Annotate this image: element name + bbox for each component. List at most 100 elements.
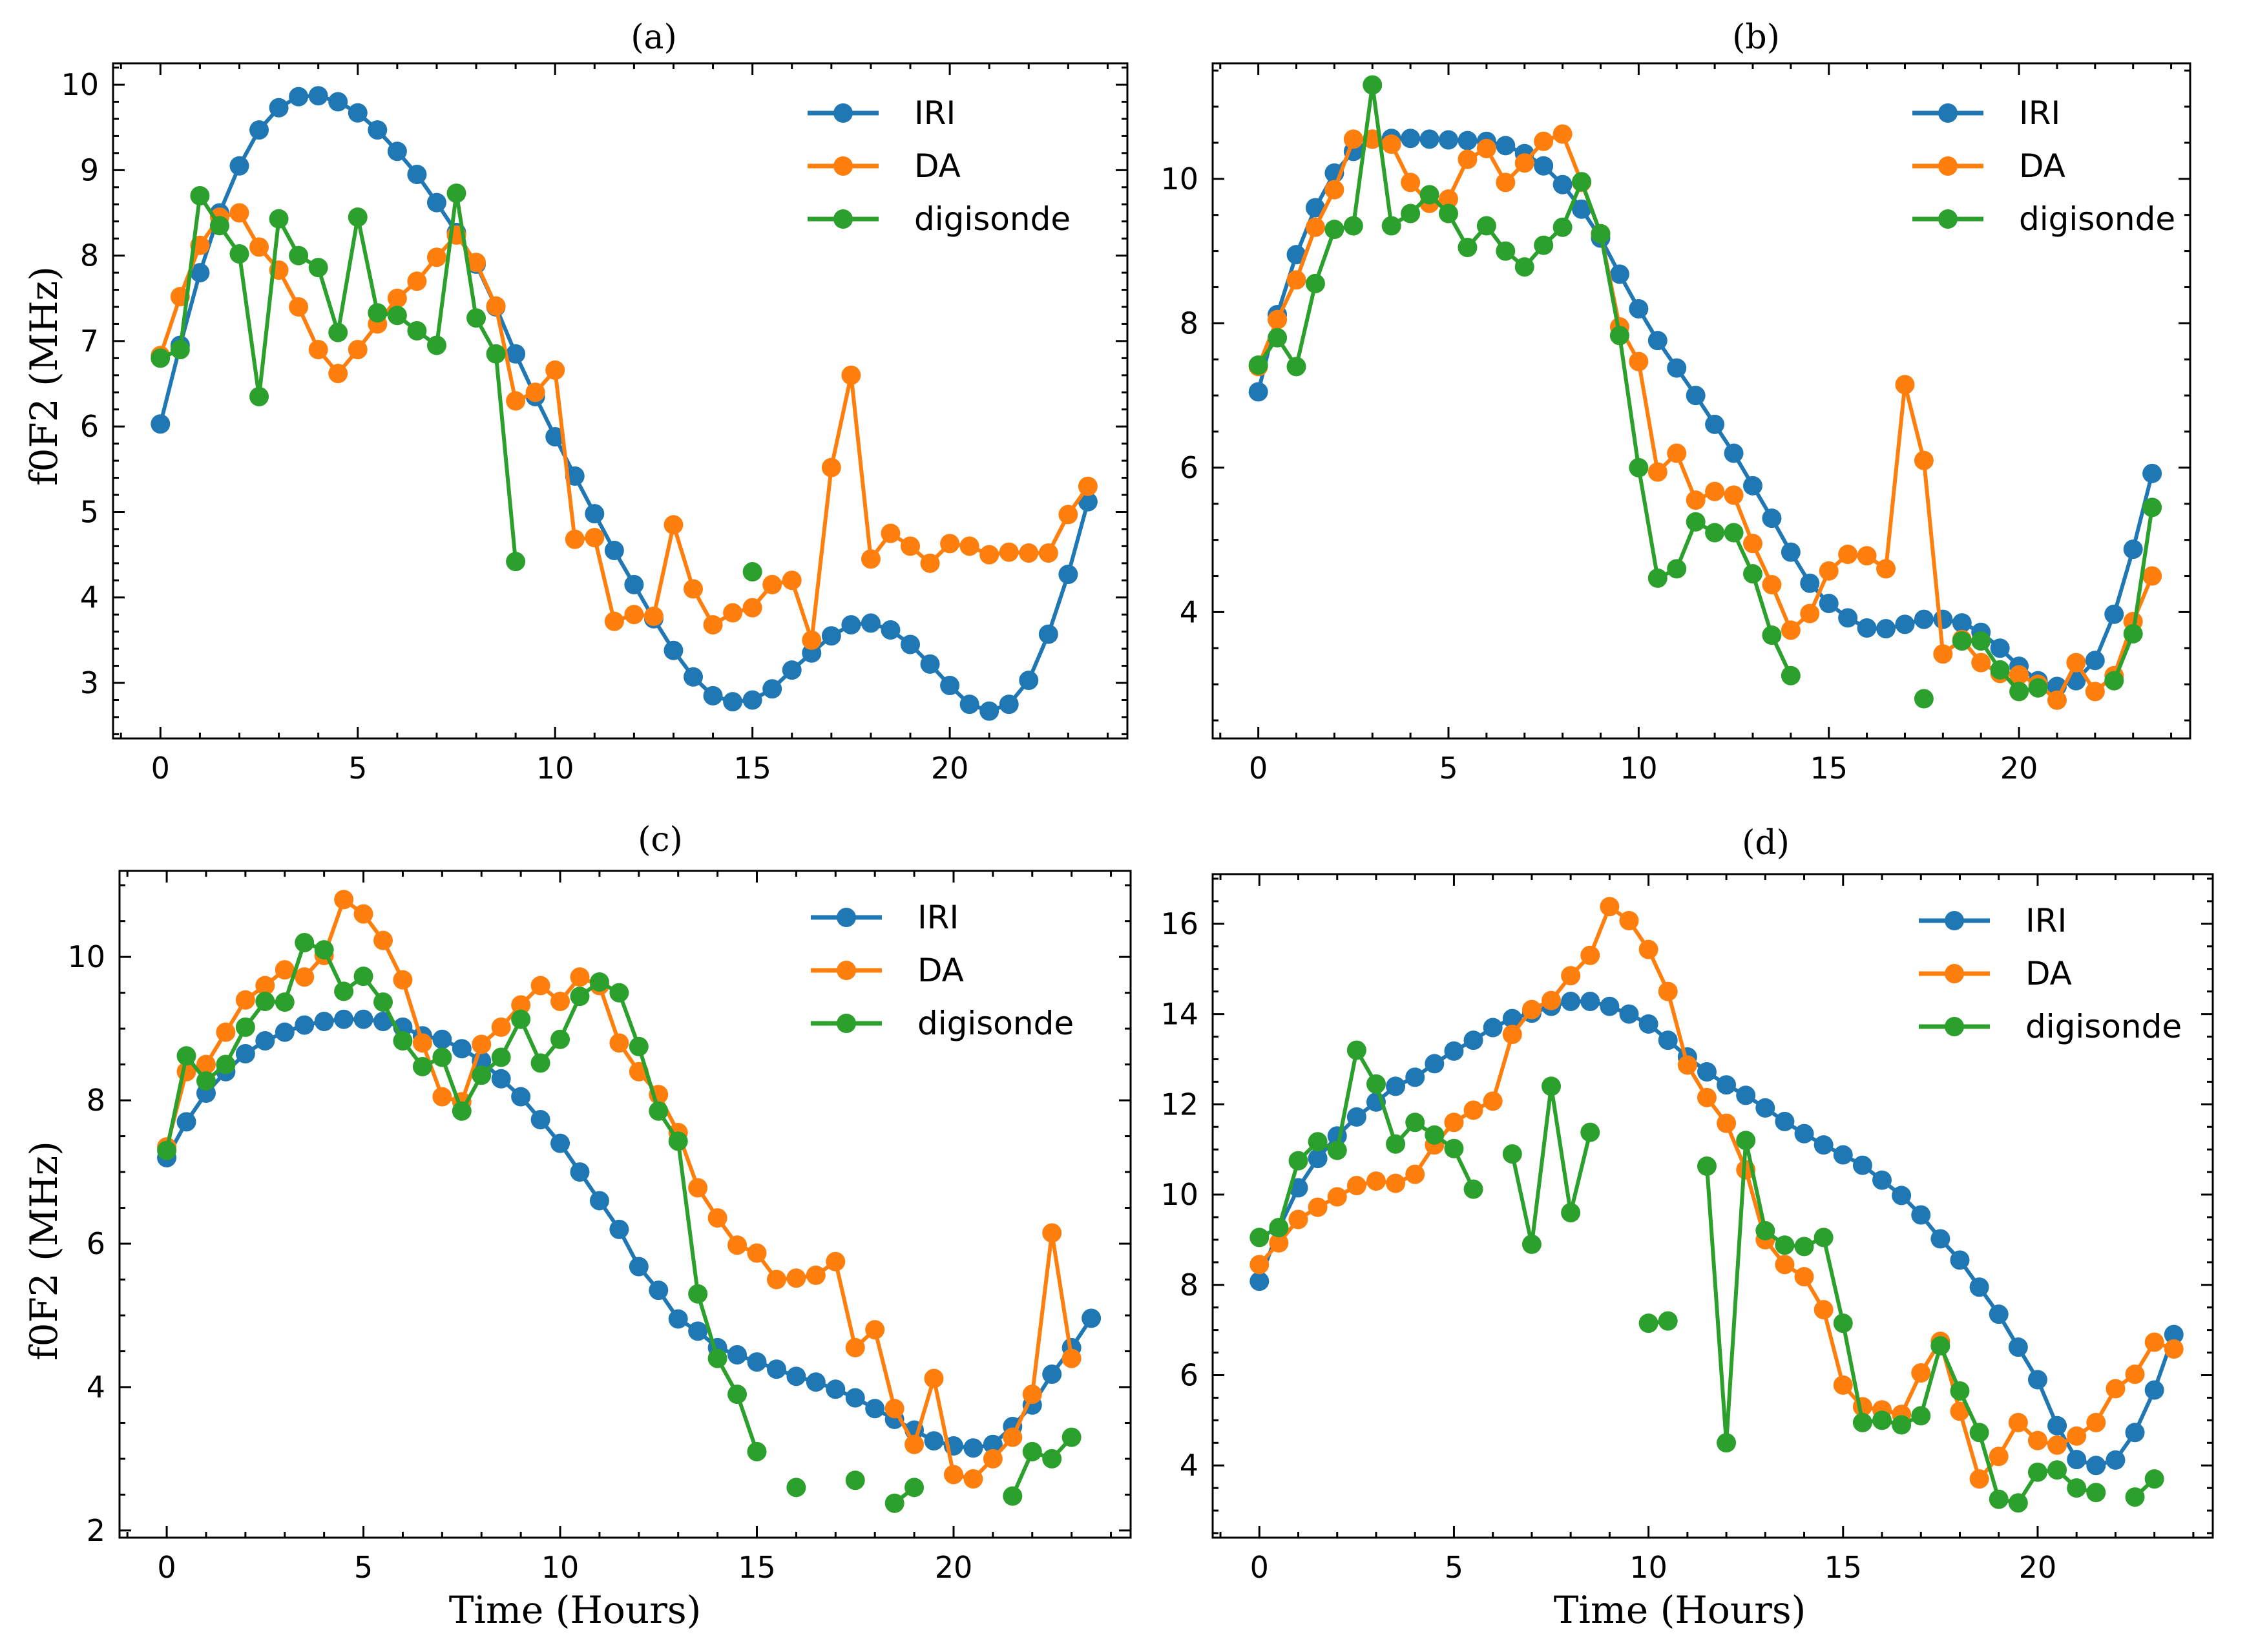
panel-b-iri-point [1952,613,1972,633]
panel-c-iri-point [924,1431,944,1451]
panel-c-iri-point [688,1321,708,1341]
panel-c-da-point [1022,1385,1042,1405]
panel-c-da-point [688,1178,708,1198]
panel-d-digisonde-point [2086,1483,2106,1503]
panel-a-digisonde-point [446,183,466,204]
panel-d-legend-iri-marker [1945,911,1964,930]
panel-d-digisonde-point [1911,1406,1931,1426]
panel-b-iri-point [1629,299,1649,319]
panel-a-iri-point [999,695,1019,715]
panel-d-digisonde-point [2144,1469,2164,1489]
panel-b-digisonde-point [1629,457,1649,477]
panel-a-y-tick-label: 10 [61,67,99,102]
panel-c-digisonde-point [1042,1448,1062,1469]
panel-b-iri-point [1742,476,1762,496]
panel-d-iri-point [1911,1205,1931,1225]
panel-d-da-point [1444,1113,1464,1133]
panel-d-digisonde-point [1444,1138,1464,1158]
panel-d-iri-point [1638,1014,1658,1034]
panel-b-da-point [2047,690,2067,710]
panel-a-digisonde-point [249,386,269,406]
panel-d-da-point [2067,1426,2087,1446]
panel-b-y-tick-label: 10 [1160,162,1198,196]
panel-c-da-point [707,1208,727,1228]
panel-a-digisonde-point [328,322,348,342]
panel-c-da-point [393,970,413,990]
panel-a-digisonde-point [190,186,210,206]
panel-b-da-point [1305,217,1325,237]
panel-d-plot-frame [1211,873,2214,1539]
panel-c-iri-point [865,1399,885,1419]
panel-c-iri-point [511,1087,531,1107]
panel-b-legend-iri-marker [1938,103,1958,123]
panel-d-da-point [1911,1363,1931,1383]
panel-a-da-point [742,598,762,618]
panel-d-da-point [1600,897,1620,917]
panel-c-digisonde-point [196,1071,216,1091]
panel-d-iri-point [1736,1085,1756,1105]
panel-b-iri-point [1762,508,1782,528]
panel-a-digisonde-point [506,552,526,572]
panel-b-digisonde-point [1439,204,1459,224]
panel-c-da-point [472,1034,492,1054]
panel-d-iri-point [1775,1111,1795,1131]
panel-a-iri-point [1078,492,1098,512]
panel-d-digisonde-point [1521,1234,1542,1254]
panel-a-da-point [1019,543,1039,563]
panel-d-iri-point [1483,1018,1503,1038]
panel-b-x-tick-label: 5 [1439,751,1458,786]
panel-d-legend-da-marker [1945,964,1964,983]
panel-a-iri-point [308,86,328,106]
panel-a-digisonde-point [151,348,171,368]
panel-a-iri-point [664,640,684,660]
panel-a-iri-point [940,675,960,695]
panel-a-da-point [940,534,960,554]
panel-d-digisonde-point [1736,1131,1756,1151]
panel-b-title: (b) [1732,18,1780,57]
panel-b-da-point [1496,173,1516,193]
panel-d-digisonde-point [1697,1156,1717,1176]
panel-b-iri-point [1534,156,1554,176]
panel-a-y-tick-label: 9 [80,152,99,187]
panel-a-y-tick-label: 6 [80,409,99,444]
panel-a-da-point [643,606,664,626]
panel-c-digisonde-point [452,1101,472,1121]
panel-b-iri-point [1609,264,1629,284]
panel-b-da-point [1895,375,1915,395]
panel-b-da-point [2142,566,2162,586]
panel-a-iri-point [762,679,782,699]
panel-b-digisonde-point [1724,523,1744,543]
panel-b-da-point [1876,559,1896,579]
panel-b-x-tick-label: 20 [2000,751,2038,786]
panel-b-da-point [1476,138,1496,158]
panel-d-x-tick-label: 20 [2019,1550,2057,1585]
panel-a-iri-point [782,660,802,680]
panel-b-x-tick-label: 0 [1249,751,1268,786]
panel-a-iri-point [959,695,979,715]
panel-c-x-tick-label: 20 [935,1550,973,1585]
panel-c-iri-point [334,1009,354,1029]
panel-b-digisonde-point [1514,257,1534,277]
panel-b-digisonde-point [1914,689,1934,709]
panel-c-y-tick-label: 8 [87,1083,105,1118]
panel-c-iri-point [1082,1308,1102,1328]
panel-c-da-point [943,1465,963,1485]
panel-d-da-point [1717,1113,1737,1133]
panel-d-iri-point [2086,1456,2106,1476]
panel-a-digisonde-point [466,308,486,328]
panel-d-iri-point [1989,1304,2009,1324]
panel-c-y-tick-label: 2 [87,1513,105,1548]
panel-a-digisonde-point [387,306,407,326]
panel-a-da-point [959,536,979,556]
panel-a-y-tick-label: 3 [80,665,99,700]
panel-a-iri-point [723,692,743,712]
panel-c-iri-point [1042,1364,1062,1384]
panel-d-iri-point [2047,1416,2067,1436]
panel-c-da-point [334,890,354,910]
panel-b-digisonde-point [1286,357,1306,377]
panel-d-da-point [1308,1197,1328,1217]
panel-b-digisonde-point [1647,568,1667,588]
panel-a: (a) f0F2 (MHz) 0 5 10 15 20 3 4 5 6 7 8 9 10 IRI DA dig… [22,18,1129,786]
panel-b-iri-point [1705,414,1725,434]
panel-b-iri-point [1895,614,1915,634]
